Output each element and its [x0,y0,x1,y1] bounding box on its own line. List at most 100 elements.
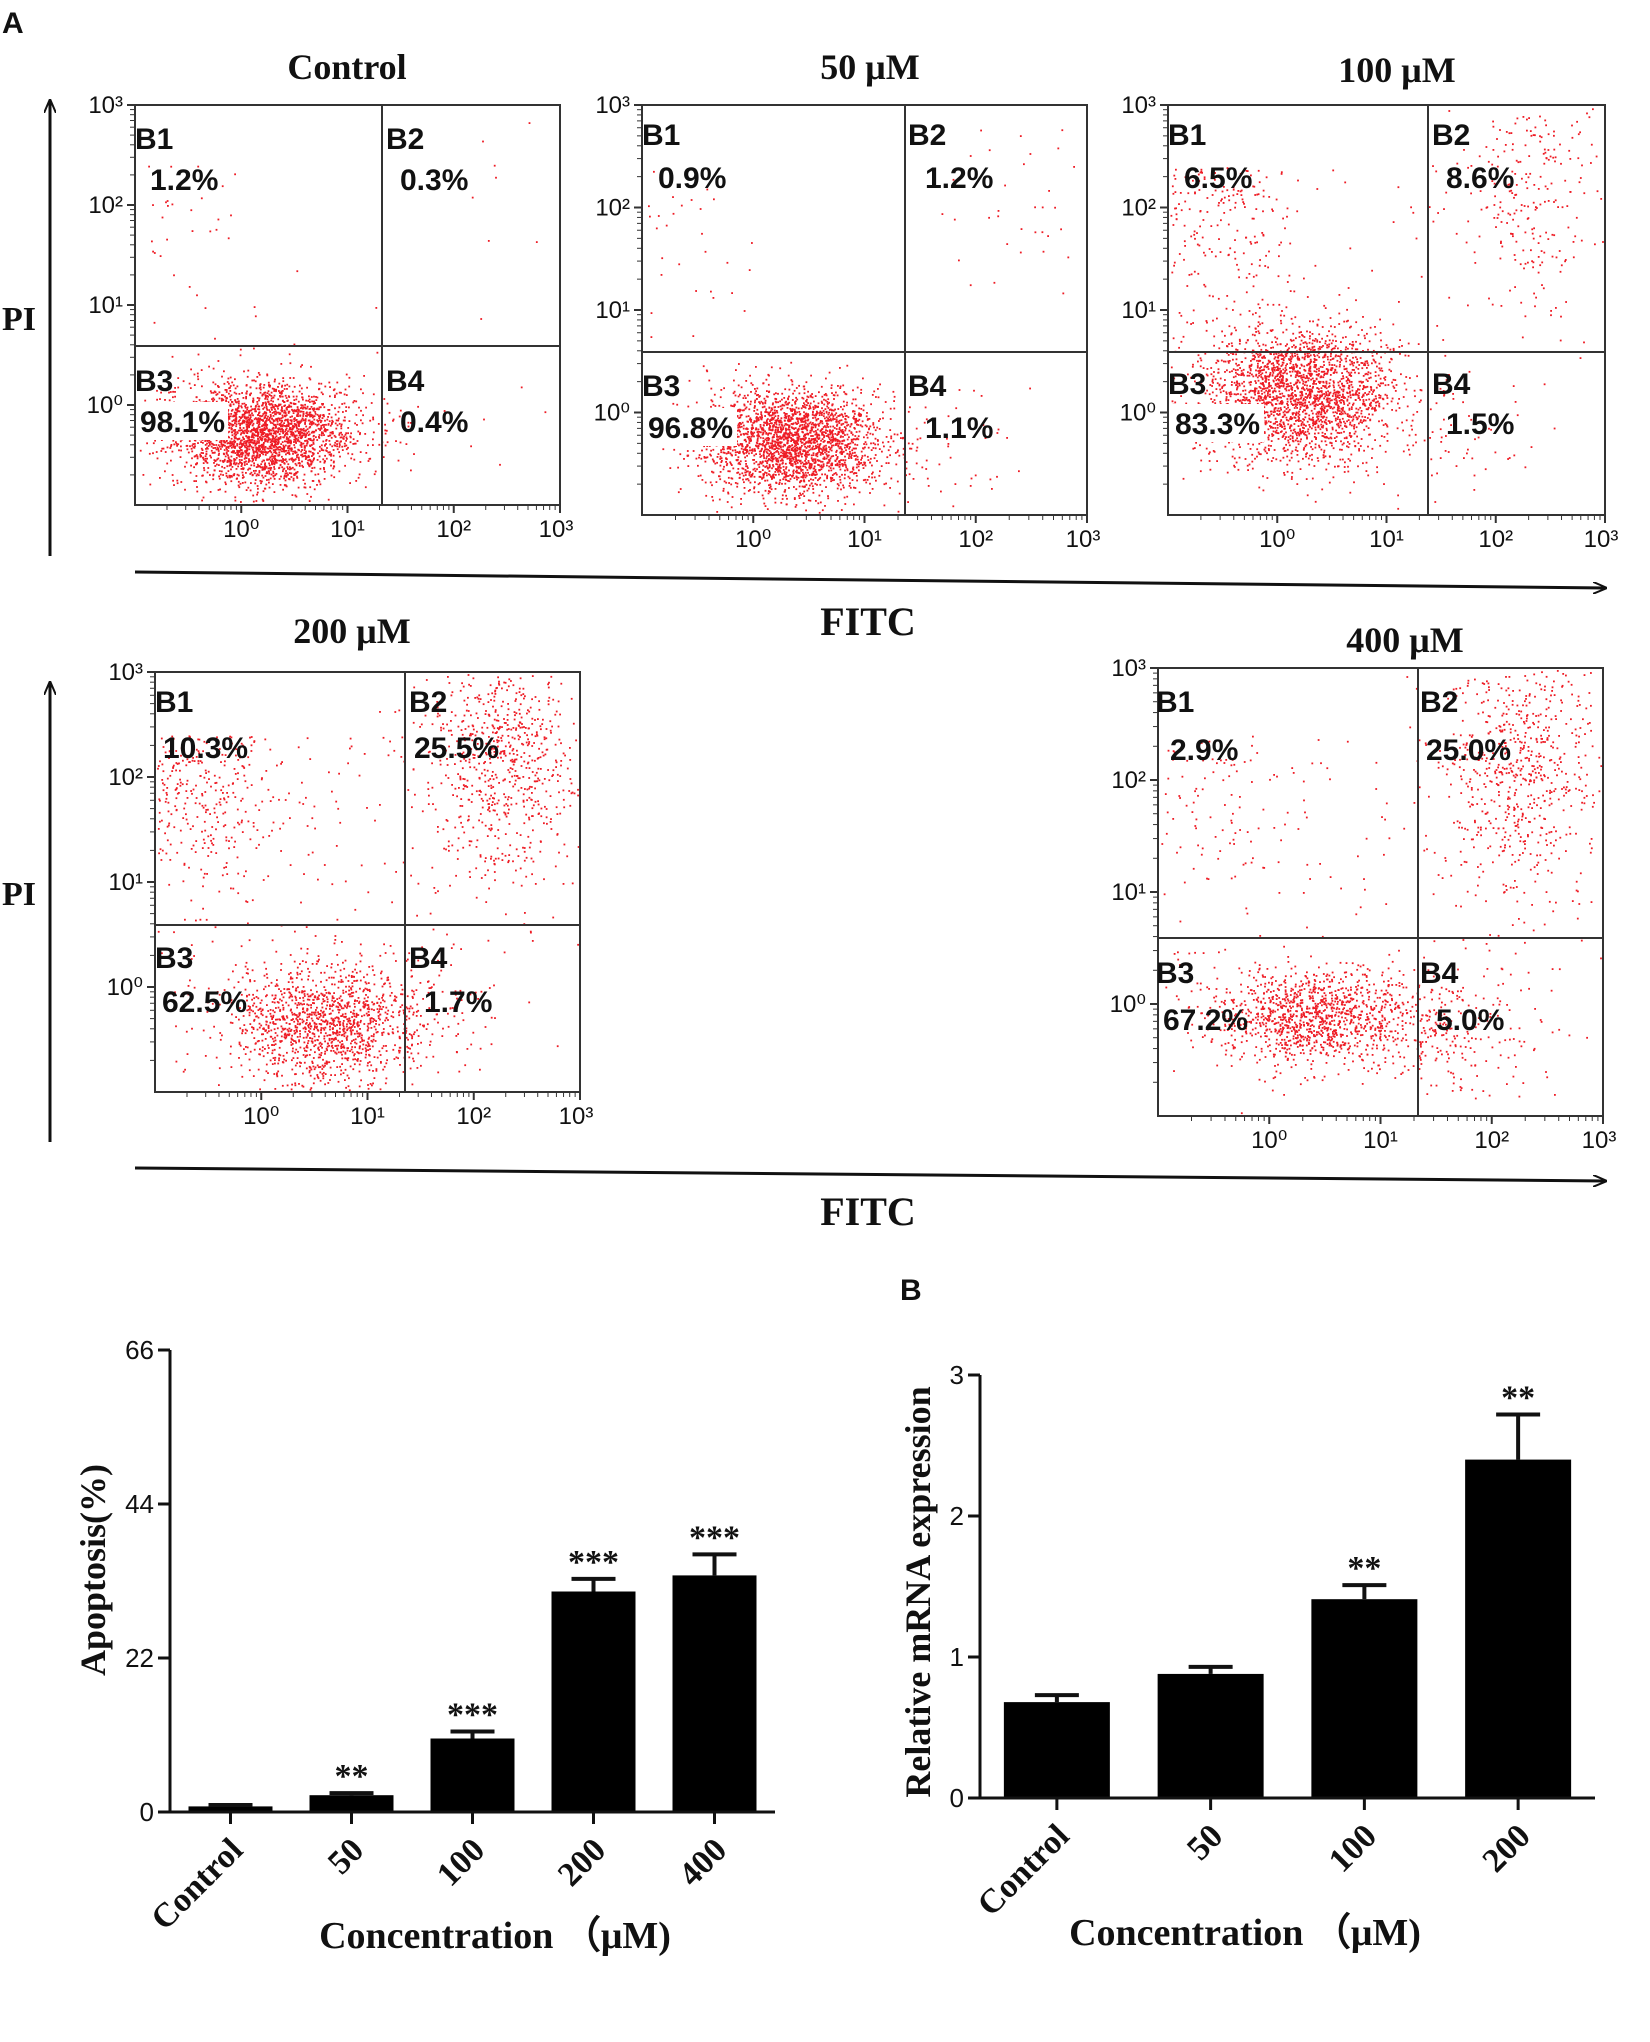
flow-event-dot [718,498,721,501]
flow-event-dot [206,442,208,445]
flow-event-dot [839,481,842,484]
flow-event-dot [196,457,199,460]
quadrant-b2-percent: 0.3% [400,164,468,197]
flow-event-dot [365,406,367,409]
flow-event-dot [248,467,251,470]
flow-event-dot [766,441,768,444]
flow-event-dot [789,459,791,461]
flow-event-dot [868,427,870,430]
flow-event-dot [368,458,371,460]
flow-event-dot [801,453,804,455]
flow-event-dot [272,419,275,421]
flow-event-dot [808,439,811,442]
flow-event-dot [257,372,260,374]
flow-event-dot [781,407,784,410]
flow-event-dot [225,446,228,448]
flow-event-dot [795,465,798,468]
flow-event-dot [259,438,262,441]
flow-event-dot [793,448,796,451]
flow-event-dot [262,402,264,404]
flow-event-dot [823,398,825,401]
flow-event-dot [825,450,828,453]
flow-event-dot [801,444,803,447]
flow-event-dot [699,474,702,477]
flow-event-dot [733,404,736,407]
flow-event-dot [246,445,249,448]
flow-event-dot [228,474,231,477]
flow-event-dot [301,428,304,431]
flow-event-dot [275,425,277,428]
flow-event-dot [837,420,840,423]
flow-event-dot [745,432,748,435]
y-tick-label: 10⁰ [87,392,123,419]
flow-event-dot [273,451,275,454]
flow-event-dot [195,401,198,403]
flow-event-dot [280,419,283,422]
flow-event-dot [318,388,320,391]
flow-event-dot [915,449,918,452]
flow-event-dot [189,387,192,389]
flow-event-dot [302,413,305,416]
flow-event-dot [319,406,322,409]
flow-event-dot [258,456,260,459]
flow-event-dot [218,477,221,480]
flow-event-dot [268,384,270,386]
flow-event-dot [300,410,303,413]
flow-event-dot [856,455,859,458]
flow-event-dot [757,430,759,433]
flow-event-dot [330,474,333,477]
flow-event-dot [318,450,321,453]
flow-event-dot [189,445,191,448]
flow-event-dot [837,439,840,442]
flow-event-dot [200,197,203,200]
flow-event-dot [301,460,303,463]
flow-event-dot [306,442,309,445]
flow-event-dot [785,427,787,430]
flow-event-dot [282,458,284,460]
flow-event-dot [869,482,871,485]
flow-event-dot [287,423,290,426]
flow-event-dot [285,449,288,452]
flow-event-dot [242,427,245,429]
flow-event-dot [792,446,795,449]
flow-event-dot [825,419,828,422]
flow-event-dot [290,440,292,443]
flow-event-dot [788,401,791,404]
flow-event-dot [756,438,759,441]
flow-event-dot [788,449,790,451]
flow-event-dot [768,466,771,469]
flow-event-dot [303,446,306,449]
flow-event-dot [759,476,762,478]
flow-event-dot [839,451,842,454]
flow-event-dot [238,416,241,418]
flow-event-dot [802,476,805,479]
flow-event-dot [160,391,162,394]
flow-event-dot [345,410,347,412]
flow-event-dot [232,450,234,453]
flow-event-dot [865,425,868,428]
flow-event-dot [405,443,408,445]
flow-event-dot [251,408,254,411]
flow-event-dot [218,475,220,478]
flow-event-dot [737,471,740,474]
flow-event-dot [777,426,779,429]
flow-event-dot [712,448,715,451]
flow-event-dot [308,377,311,380]
flow-event-dot [263,459,265,462]
flow-event-dot [269,441,272,444]
flow-event-dot [810,463,813,466]
flow-event-dot [810,426,813,429]
flow-event-dot [816,434,819,437]
flow-event-dot [240,429,243,431]
flow-event-dot [867,459,870,461]
flow-event-dot [821,420,823,423]
flow-event-dot [304,418,307,420]
flow-event-dot [808,449,811,452]
flow-event-dot [822,457,825,460]
flow-event-dot [785,403,788,406]
flow-event-dot [797,434,800,437]
flow-event-dot [819,451,822,454]
flow-event-dot [760,455,763,457]
flow-event-dot [673,448,676,451]
flow-event-dot [235,457,238,459]
